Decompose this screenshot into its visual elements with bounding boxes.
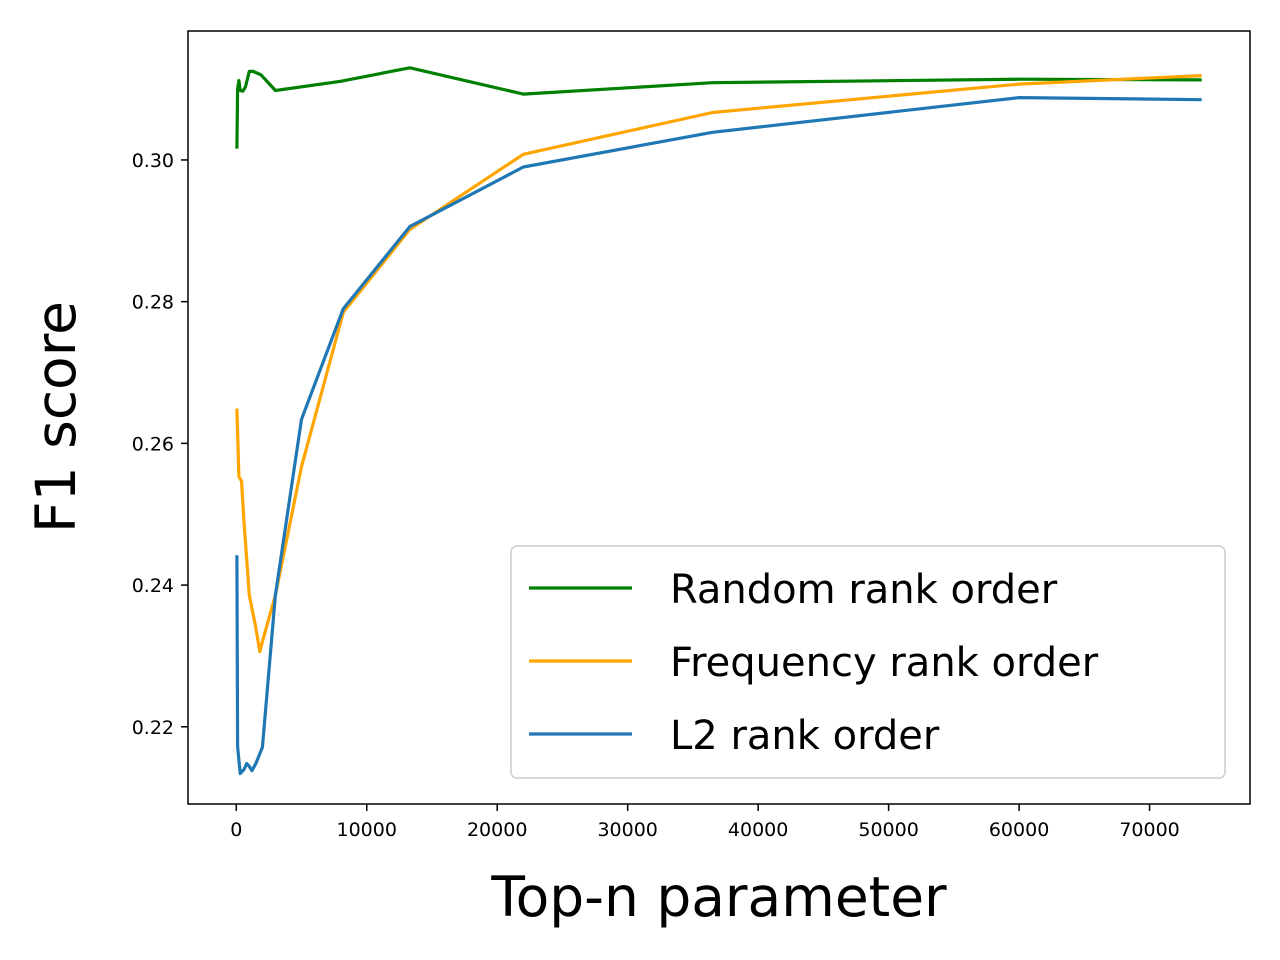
- x-axis-title: Top-n parameter: [490, 865, 947, 929]
- x-tick-label: 30000: [597, 819, 657, 841]
- x-tick-label: 60000: [989, 819, 1049, 841]
- legend: Random rank order Frequency rank order L2 …: [510, 545, 1226, 779]
- legend-items: Random rank order Frequency rank order L2 …: [529, 567, 1099, 759]
- x-tick-label: 40000: [728, 819, 788, 841]
- y-axis-ticks: 0.22 0.24 0.26 0.28 0.30: [132, 150, 188, 739]
- x-axis-ticks: 0 10000 20000 30000 40000 50000 60000 70000: [230, 804, 1180, 841]
- y-tick-label: 0.22: [132, 717, 174, 739]
- x-tick-label: 0: [230, 819, 242, 841]
- x-tick-label: 10000: [337, 819, 397, 841]
- series-line-2: [235, 74, 1202, 654]
- x-tick-label: 50000: [858, 819, 918, 841]
- y-tick-label: 0.24: [132, 575, 174, 597]
- x-tick-label: 20000: [467, 819, 527, 841]
- series-layer: [235, 66, 1202, 776]
- y-tick-label: 0.28: [132, 292, 174, 314]
- y-axis-title: F1 score: [24, 301, 88, 533]
- y-tick-label: 0.30: [132, 150, 174, 172]
- legend-frame: [510, 545, 1226, 779]
- series-line-1: [235, 66, 1202, 149]
- legend-label-2: Frequency rank order: [670, 640, 1099, 686]
- legend-label-3: L2 rank order: [670, 713, 940, 759]
- plot-frame: [187, 30, 1251, 805]
- series-line-3: [235, 95, 1202, 776]
- legend-label-1: Random rank order: [670, 567, 1058, 613]
- x-tick-label: 70000: [1119, 819, 1179, 841]
- y-tick-label: 0.26: [132, 433, 174, 455]
